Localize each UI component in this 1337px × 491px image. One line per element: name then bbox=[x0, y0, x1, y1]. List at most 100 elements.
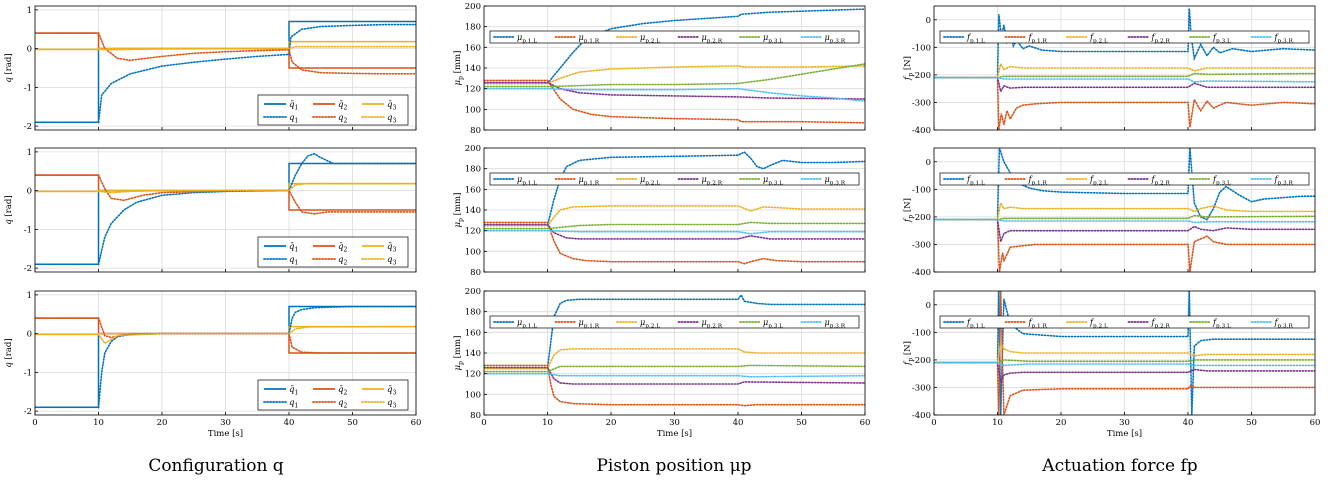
legend-label: q1 bbox=[289, 398, 298, 410]
chart-panel-f-3: -400 -300 -200 -100 0 0 10 20 30 40 50 60 Time [s] fp… bbox=[903, 290, 1321, 439]
legend-label: μp,1,R bbox=[579, 175, 600, 186]
y-tick-label: -1 bbox=[24, 83, 32, 93]
legend-label: fp,1,R bbox=[1028, 175, 1048, 186]
chart-panel-f-2: -400 -300 -200 -100 0 fp [N] fp,1,L fp,1,R fp,2,… bbox=[903, 147, 1316, 278]
legend-label: μp,3,L bbox=[763, 175, 783, 186]
y-tick-label: 0 bbox=[27, 330, 32, 340]
series-line-6 bbox=[934, 361, 1315, 367]
x-tick-label: 40 bbox=[284, 418, 295, 428]
y-tick-label: 0 bbox=[27, 45, 32, 55]
series-line-2 bbox=[934, 291, 1315, 415]
legend-label: q̄2 bbox=[338, 242, 347, 254]
x-tick-label: 20 bbox=[1056, 418, 1067, 428]
series-line-3 bbox=[484, 348, 865, 370]
legend-label: μp,2,R bbox=[702, 33, 723, 44]
chart-panel-mu-3: 80 100 120 140 160 180 200 0 10 20 30 40 50 60 Time [s… bbox=[453, 287, 870, 439]
y-axis-label: μp [mm] bbox=[453, 51, 465, 86]
legend-label: q1 bbox=[289, 255, 298, 267]
y-tick-label: 1 bbox=[27, 291, 32, 301]
series-line-6 bbox=[35, 182, 416, 194]
y-tick-label: 100 bbox=[465, 390, 481, 400]
series-line-2 bbox=[934, 76, 1315, 130]
y-tick-label: -1 bbox=[24, 368, 32, 378]
y-axis-label: μp [mm] bbox=[453, 193, 465, 228]
series-line-6 bbox=[484, 372, 865, 378]
y-tick-label: -200 bbox=[912, 356, 931, 366]
series-line-3 bbox=[484, 65, 865, 85]
legend-label: q1 bbox=[289, 113, 298, 125]
legend: fp,1,L fp,1,R fp,2,L fp,2,R fp,3,L fp,3,R bbox=[939, 315, 1310, 329]
x-tick-label: 60 bbox=[1310, 418, 1321, 428]
y-tick-label: 200 bbox=[465, 144, 481, 154]
y-tick-label: -300 bbox=[912, 240, 931, 250]
legend-label: fp,2,R bbox=[1151, 33, 1171, 44]
series-line-6 bbox=[484, 87, 865, 102]
legend-label: q3 bbox=[387, 113, 396, 125]
y-tick-label: 160 bbox=[465, 43, 481, 53]
x-tick-label: 30 bbox=[220, 418, 231, 428]
legend-label: μp,1,L bbox=[517, 175, 537, 186]
y-tick-label: -2 bbox=[24, 264, 32, 274]
x-tick-label: 10 bbox=[992, 418, 1003, 428]
legend-label: μp,1,R bbox=[579, 33, 600, 44]
y-tick-label: 180 bbox=[465, 23, 481, 33]
column-title-actuation-force: Actuation force fp bbox=[1042, 456, 1198, 476]
legend-label: fp,2,R bbox=[1151, 175, 1171, 186]
y-tick-label: 100 bbox=[465, 105, 481, 115]
x-axis-label: Time [s] bbox=[208, 429, 243, 439]
y-tick-label: 180 bbox=[465, 308, 481, 318]
y-axis-label: q [rad] bbox=[4, 195, 14, 224]
legend-label: q2 bbox=[338, 398, 347, 410]
legend-label: fp,1,L bbox=[966, 318, 985, 329]
column-title-piston-position: Piston position μp bbox=[596, 456, 752, 476]
legend-label: μp,3,R bbox=[825, 175, 846, 186]
y-tick-label: 200 bbox=[465, 287, 481, 297]
series-line-1 bbox=[934, 8, 1315, 79]
y-tick-label: -2 bbox=[24, 122, 32, 132]
series-line-4 bbox=[934, 218, 1315, 245]
y-tick-label: 0 bbox=[926, 158, 931, 168]
legend-label: q2 bbox=[338, 113, 347, 125]
legend-label: μp,3,L bbox=[763, 318, 783, 329]
legend-label: fp,1,L bbox=[966, 175, 985, 186]
y-axis-label: q [rad] bbox=[4, 338, 14, 367]
legend-label: q̄3 bbox=[387, 385, 396, 397]
legend: fp,1,L fp,1,R fp,2,L fp,2,R fp,3,L fp,3,R bbox=[939, 30, 1310, 44]
series-line-5 bbox=[484, 364, 865, 373]
legend-label: μp,3,R bbox=[825, 318, 846, 329]
legend: μp,1,L μp,1,R μp,2,L μp,2,R μp,3,L μp,3,R bbox=[489, 172, 860, 186]
x-tick-label: 50 bbox=[796, 418, 807, 428]
y-tick-label: -100 bbox=[912, 328, 931, 338]
y-tick-label: -200 bbox=[912, 71, 931, 81]
legend-label: q̄3 bbox=[387, 100, 396, 112]
legend-label: q3 bbox=[387, 398, 396, 410]
y-tick-label: 80 bbox=[470, 268, 481, 278]
legend-label: fp,2,R bbox=[1151, 318, 1171, 329]
x-tick-label: 0 bbox=[32, 418, 37, 428]
legend-label: μp,2,R bbox=[702, 175, 723, 186]
y-tick-label: 120 bbox=[465, 85, 481, 95]
x-tick-label: 30 bbox=[669, 418, 680, 428]
legend-label: fp,1,R bbox=[1028, 33, 1048, 44]
series-line-3 bbox=[484, 205, 865, 227]
series-line-4 bbox=[35, 23, 416, 124]
legend-label: fp,3,L bbox=[1212, 175, 1231, 186]
x-axis-label: Time [s] bbox=[1107, 429, 1142, 439]
series-line-6 bbox=[934, 218, 1315, 224]
y-tick-label: 1 bbox=[27, 6, 32, 16]
legend: fp,1,L fp,1,R fp,2,L fp,2,R fp,3,L fp,3,R bbox=[939, 172, 1310, 186]
series-line-6 bbox=[484, 229, 865, 235]
y-tick-label: -300 bbox=[912, 383, 931, 393]
y-tick-label: -200 bbox=[912, 213, 931, 223]
x-tick-label: 60 bbox=[411, 418, 422, 428]
series-line-2 bbox=[484, 364, 865, 407]
legend-label: q̄1 bbox=[289, 385, 298, 397]
y-tick-label: 160 bbox=[465, 185, 481, 195]
y-tick-label: 100 bbox=[465, 247, 481, 257]
y-tick-label: 1 bbox=[27, 148, 32, 158]
series-line-6 bbox=[35, 325, 416, 345]
legend-label: q̄2 bbox=[338, 100, 347, 112]
